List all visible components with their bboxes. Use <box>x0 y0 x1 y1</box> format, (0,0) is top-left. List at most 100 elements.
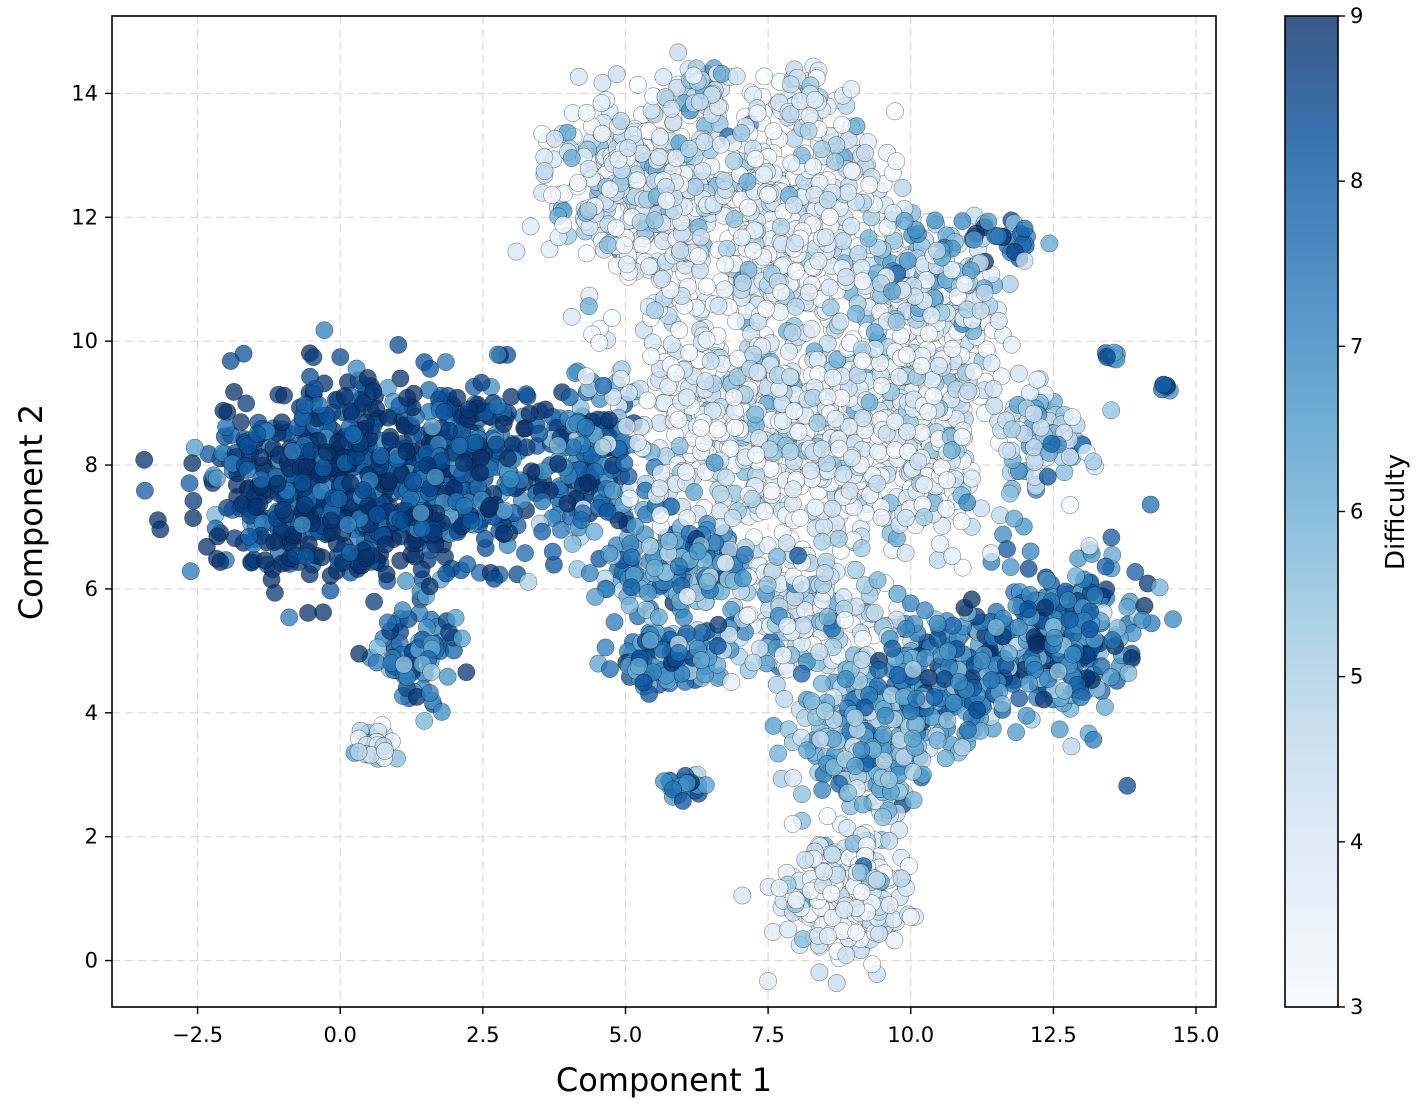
scatter-point <box>1118 777 1136 795</box>
scatter-point <box>646 301 664 320</box>
scatter-point <box>633 235 652 254</box>
scatter-point <box>593 438 612 456</box>
scatter-point <box>965 230 983 249</box>
scatter-point <box>748 104 767 123</box>
scatter-point <box>889 666 907 685</box>
scatter-point <box>1102 528 1121 547</box>
scatter-point <box>757 300 775 318</box>
scatter-point <box>354 481 373 499</box>
scatter-point <box>350 644 368 663</box>
scatter-point <box>746 405 765 424</box>
scatter-point <box>734 273 752 292</box>
scatter-point <box>1141 495 1160 514</box>
scatter-point <box>819 927 837 945</box>
scatter-point <box>536 400 555 419</box>
scatter-point <box>692 623 711 642</box>
scatter-point <box>787 262 805 281</box>
scatter-point <box>1040 234 1059 253</box>
scatter-point <box>634 673 653 692</box>
scatter-point <box>709 637 727 655</box>
scatter-point <box>748 363 767 381</box>
scatter-point <box>517 385 535 403</box>
scatter-point <box>831 312 850 331</box>
scatter-points <box>135 43 1182 992</box>
scatter-point <box>533 492 552 511</box>
scatter-point <box>1017 706 1036 725</box>
scatter-point <box>827 136 846 154</box>
scatter-point <box>619 139 637 157</box>
scatter-point <box>810 643 829 661</box>
scatter-point <box>221 352 240 370</box>
scatter-point <box>870 661 888 679</box>
scatter-point <box>1154 375 1173 394</box>
scatter-point <box>779 920 797 939</box>
scatter-point <box>964 362 983 381</box>
scatter-point <box>989 312 1008 330</box>
scatter-point <box>963 590 981 609</box>
scatter-point <box>629 433 647 452</box>
scatter-point <box>318 443 336 462</box>
scatter-point <box>892 869 911 888</box>
scatter-point <box>378 613 397 632</box>
scatter-point <box>943 340 962 358</box>
scatter-point <box>530 424 548 443</box>
scatter-point <box>262 570 281 589</box>
scatter-point <box>563 535 582 553</box>
scatter-point <box>784 480 802 499</box>
scatter-point <box>692 651 710 669</box>
scatter-point <box>1024 404 1043 423</box>
scatter-point <box>982 671 1001 689</box>
scatter-point <box>904 763 922 781</box>
scatter-point <box>764 717 783 735</box>
scatter-point <box>886 102 904 121</box>
scatter-point <box>755 165 773 184</box>
scatter-point <box>931 535 949 553</box>
scatter-point <box>759 186 777 204</box>
scatter-point <box>446 609 465 627</box>
scatter-point <box>792 575 810 594</box>
scatter-point <box>984 380 1003 398</box>
scatter-point <box>811 730 830 749</box>
scatter-point <box>572 511 591 529</box>
scatter-point <box>727 67 746 86</box>
scatter-point <box>758 576 777 594</box>
scatter-point <box>151 520 170 539</box>
scatter-point <box>1062 737 1081 756</box>
scatter-point <box>678 587 697 606</box>
scatter-point <box>594 376 613 395</box>
scatter-point <box>852 539 871 557</box>
scatter-point <box>415 712 434 730</box>
scatter-point <box>971 301 990 320</box>
scatter-point <box>674 792 692 810</box>
scatter-point <box>377 565 396 584</box>
scatter-point <box>600 411 618 429</box>
scatter-point <box>972 651 991 670</box>
scatter-point <box>944 616 962 635</box>
scatter-point <box>293 473 312 492</box>
scatter-point <box>412 560 431 579</box>
scatter-point <box>774 646 792 665</box>
scatter-point <box>837 670 855 688</box>
scatter-point <box>898 422 916 441</box>
scatter-point <box>423 418 442 436</box>
scatter-point <box>842 80 860 98</box>
scatter-point <box>252 470 270 489</box>
scatter-point <box>533 522 551 541</box>
scatter-point <box>836 611 854 629</box>
scatter-point <box>562 149 581 167</box>
scatter-point <box>135 451 153 469</box>
scatter-point <box>955 275 974 293</box>
scatter-point <box>1102 401 1120 420</box>
scatter-point <box>628 171 646 190</box>
scatter-point <box>868 571 887 589</box>
scatter-point <box>916 601 934 620</box>
scatter-point <box>989 227 1008 245</box>
scatter-point <box>217 418 235 436</box>
scatter-point <box>915 476 933 494</box>
scatter-point <box>376 535 395 554</box>
scatter-point <box>660 532 678 550</box>
scatter-point <box>380 472 398 490</box>
scatter-point <box>494 415 513 433</box>
scatter-point <box>930 356 948 375</box>
scatter-point <box>982 544 1000 562</box>
